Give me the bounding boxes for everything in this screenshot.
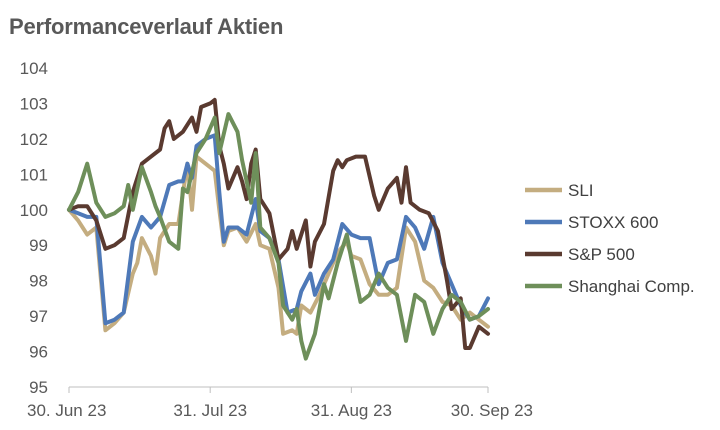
legend: SLI STOXX 600 S&P 500 Shanghai Comp. [525,181,695,296]
series-line-1 [67,154,490,336]
x-tick-label: 31. Aug 23 [311,401,392,420]
x-tick-label: 31. Jul 23 [173,401,247,420]
y-tick-label: 101 [20,165,48,184]
x-tick-label: 30. Sep 23 [451,401,533,420]
y-tick-label: 100 [20,201,48,220]
y-tick-label: 99 [29,236,48,255]
x-tick-label: 30. Jun 23 [27,401,106,420]
y-axis-ticks: 95 96 97 98 99 100 101 102 103 104 [20,59,48,397]
y-tick-label: 98 [29,272,48,291]
y-tick-label: 97 [29,307,48,326]
y-tick-label: 95 [29,378,48,397]
x-axis: 30. Jun 23 31. Jul 23 31. Aug 23 30. Sep 23 [27,386,533,420]
y-tick-label: 96 [29,343,48,362]
legend-label: Shanghai Comp. [568,277,695,296]
legend-label: STOXX 600 [568,213,658,232]
legend-label: SLI [568,181,594,200]
chart-title: Performanceverlauf Aktien [9,14,284,39]
series-line-4 [67,112,490,361]
y-tick-label: 104 [20,59,48,78]
y-tick-label: 102 [20,130,48,149]
series-lines [67,97,490,361]
y-tick-label: 103 [20,94,48,113]
legend-label: S&P 500 [568,245,635,264]
